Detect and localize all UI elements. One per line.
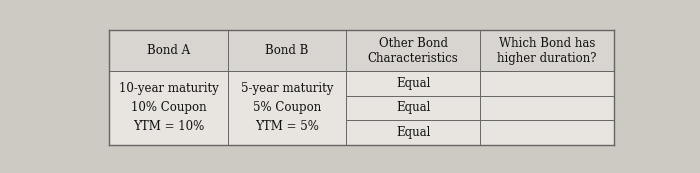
Text: 10-year maturity
10% Coupon
YTM = 10%: 10-year maturity 10% Coupon YTM = 10% bbox=[118, 83, 218, 134]
Text: Which Bond has
higher duration?: Which Bond has higher duration? bbox=[497, 37, 596, 65]
Text: Bond A: Bond A bbox=[147, 44, 190, 57]
Text: 5-year maturity
5% Coupon
YTM = 5%: 5-year maturity 5% Coupon YTM = 5% bbox=[241, 83, 333, 134]
Bar bbox=[109, 30, 614, 145]
Text: Equal: Equal bbox=[396, 77, 430, 90]
Text: Other Bond
Characteristics: Other Bond Characteristics bbox=[368, 37, 458, 65]
Text: Equal: Equal bbox=[396, 126, 430, 139]
Bar bbox=[109, 30, 614, 71]
Text: Bond B: Bond B bbox=[265, 44, 309, 57]
Text: Equal: Equal bbox=[396, 102, 430, 115]
